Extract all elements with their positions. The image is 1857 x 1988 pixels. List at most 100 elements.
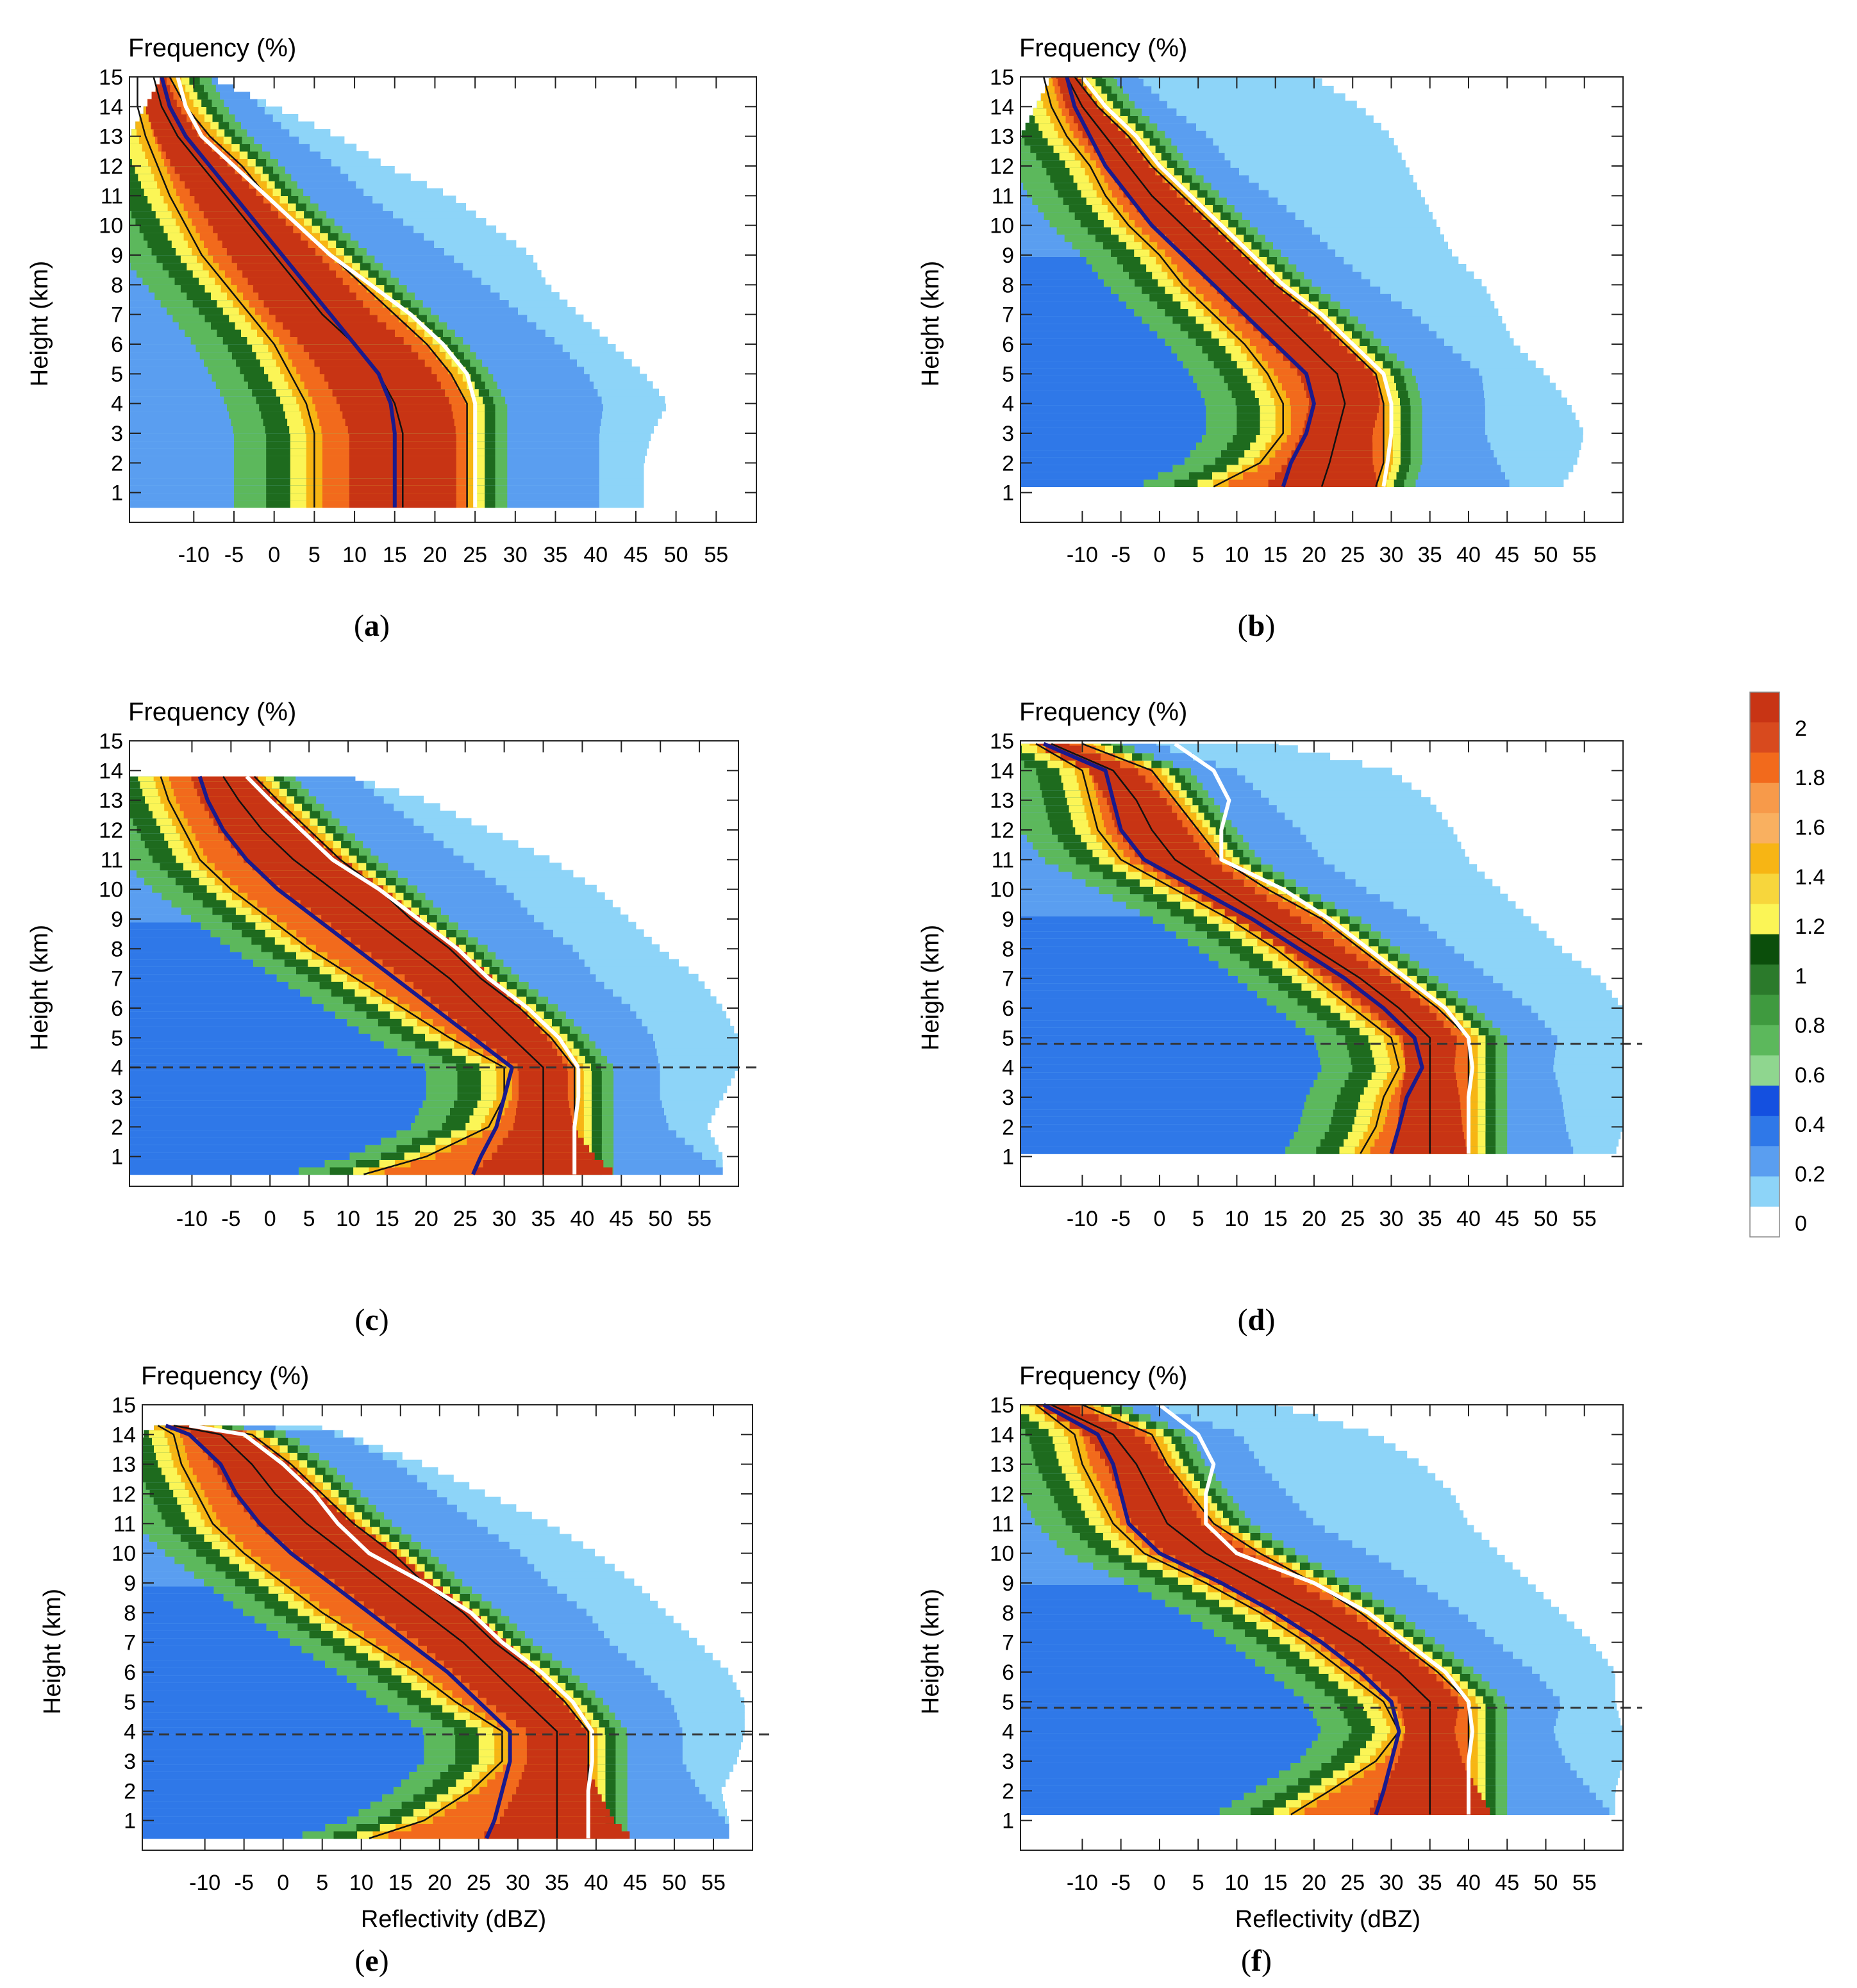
colorbar-swatch (1750, 874, 1779, 904)
heatmap-cell (1020, 383, 1197, 391)
x-tick-label: 35 (1418, 1871, 1442, 1895)
heatmap-cell (1020, 1755, 1301, 1763)
heatmap-cell (1020, 1703, 1310, 1711)
plot-frame (142, 1404, 753, 1851)
plot-frame (129, 740, 739, 1187)
y-tick-label: 12 (112, 1482, 136, 1507)
y-tick-label: 1 (111, 481, 123, 506)
y-tick-label: 11 (101, 184, 123, 208)
y-tick-label: 7 (111, 303, 123, 327)
colorbar-label: 0.4 (1795, 1113, 1825, 1137)
y-tick-label: 9 (1002, 244, 1014, 268)
x-tick-label: 25 (1340, 1871, 1365, 1895)
heatmap-cell (1020, 435, 1202, 443)
heatmap-cell (1020, 331, 1158, 339)
x-tick-label: 20 (414, 1207, 438, 1231)
heatmap-cell (1020, 1777, 1267, 1785)
heatmap-cell (142, 1652, 313, 1661)
heatmap-cell (129, 1130, 397, 1138)
colorbar-label: 1 (1795, 964, 1807, 988)
x-tick-label: 5 (316, 1871, 328, 1895)
y-tick-label: 7 (1002, 967, 1014, 991)
panel-caption: (c) (354, 1303, 388, 1337)
x-tick-label: 40 (584, 1871, 608, 1895)
p25-profile-line (137, 77, 315, 508)
heatmap-cell (1020, 1591, 1152, 1600)
heatmap-cell (1020, 352, 1178, 361)
x-tick-label: 35 (1418, 543, 1442, 567)
y-tick-label: 9 (124, 1571, 136, 1596)
colorbar-swatch (1750, 1085, 1779, 1116)
x-tick-label: 20 (1302, 1207, 1326, 1231)
y-tick-label: 15 (990, 729, 1014, 754)
x-tick-label: 40 (570, 1207, 594, 1231)
y-tick-label: 10 (990, 214, 1014, 238)
heatmap-cell (1020, 1599, 1165, 1607)
heatmap-cell (129, 1033, 371, 1041)
heatmap-cell (1020, 323, 1150, 331)
heatmap-cell (1020, 1800, 1232, 1808)
heatmap-cell (1020, 405, 1206, 413)
y-tick-label: 13 (99, 125, 123, 149)
y-tick-label: 7 (124, 1631, 136, 1655)
heatmap-cell (129, 981, 288, 990)
heatmap-cell (129, 1159, 325, 1168)
y-tick-label: 15 (99, 729, 123, 754)
y-tick-label: 9 (111, 244, 123, 268)
caption-letter: b (1248, 609, 1265, 643)
heatmap-cell (1020, 1027, 1306, 1036)
x-tick-label: 50 (648, 1207, 672, 1231)
heatmap-cell (142, 1749, 424, 1757)
colorbar-swatch (1750, 813, 1779, 844)
y-tick-label: 12 (990, 818, 1014, 843)
heatmap-cell (1020, 1131, 1294, 1139)
y-tick-label: 4 (1002, 1056, 1014, 1081)
colorbar-swatch (1750, 1055, 1779, 1086)
heatmap-cell (142, 1593, 224, 1602)
heatmap-cell (1020, 1020, 1296, 1028)
heatmap-cell (129, 996, 312, 1004)
heatmap-cell (142, 1637, 290, 1646)
heatmap-cell (1020, 308, 1135, 317)
x-tick-label: 45 (624, 543, 648, 567)
x-tick-label: 45 (1495, 1207, 1519, 1231)
y-axis-title: Height (km) (917, 1589, 944, 1714)
y-tick-label: 2 (1002, 1115, 1014, 1139)
x-tick-label: 20 (428, 1871, 452, 1895)
x-tick-label: 20 (423, 543, 447, 567)
p25-profile-line (157, 1425, 503, 1839)
colorbar-label: 0.8 (1795, 1014, 1825, 1038)
heatmap-cell (129, 922, 201, 930)
median-profile-line (1051, 1404, 1431, 1815)
median-profile-line (1066, 76, 1346, 487)
heatmap-cell (142, 1778, 401, 1787)
x-tick-label: 40 (1456, 543, 1481, 567)
y-axis-title: Height (km) (26, 261, 53, 386)
y-tick-label: 2 (1002, 451, 1014, 476)
x-tick-label: 5 (1192, 1871, 1204, 1895)
caption-letter: e (365, 1944, 378, 1978)
frequency-heatmap (142, 1425, 745, 1839)
panel-title: Frequency (%) (128, 34, 296, 62)
x-tick-label: 55 (1572, 543, 1597, 567)
heatmap-cell (129, 966, 265, 975)
y-tick-label: 9 (1002, 1571, 1014, 1596)
x-tick-label: -10 (189, 1871, 221, 1895)
heatmap-cell (1020, 924, 1165, 932)
y-tick-label: 1 (111, 1145, 123, 1170)
y-tick-label: 8 (124, 1601, 136, 1625)
y-tick-label: 7 (111, 967, 123, 991)
x-tick-label: 30 (1379, 1207, 1404, 1231)
heatmap-cell (129, 1100, 423, 1108)
y-tick-label: 1 (1002, 1145, 1014, 1170)
x-tick-label: -5 (1112, 543, 1131, 567)
heatmap-cell (142, 1816, 347, 1824)
x-tick-label: 45 (623, 1871, 647, 1895)
y-tick-label: 4 (124, 1720, 136, 1744)
heatmap-cell (142, 1697, 376, 1705)
x-tick-label: 10 (1225, 543, 1249, 567)
heatmap-cell (1020, 931, 1176, 939)
y-tick-label: 7 (1002, 303, 1014, 327)
